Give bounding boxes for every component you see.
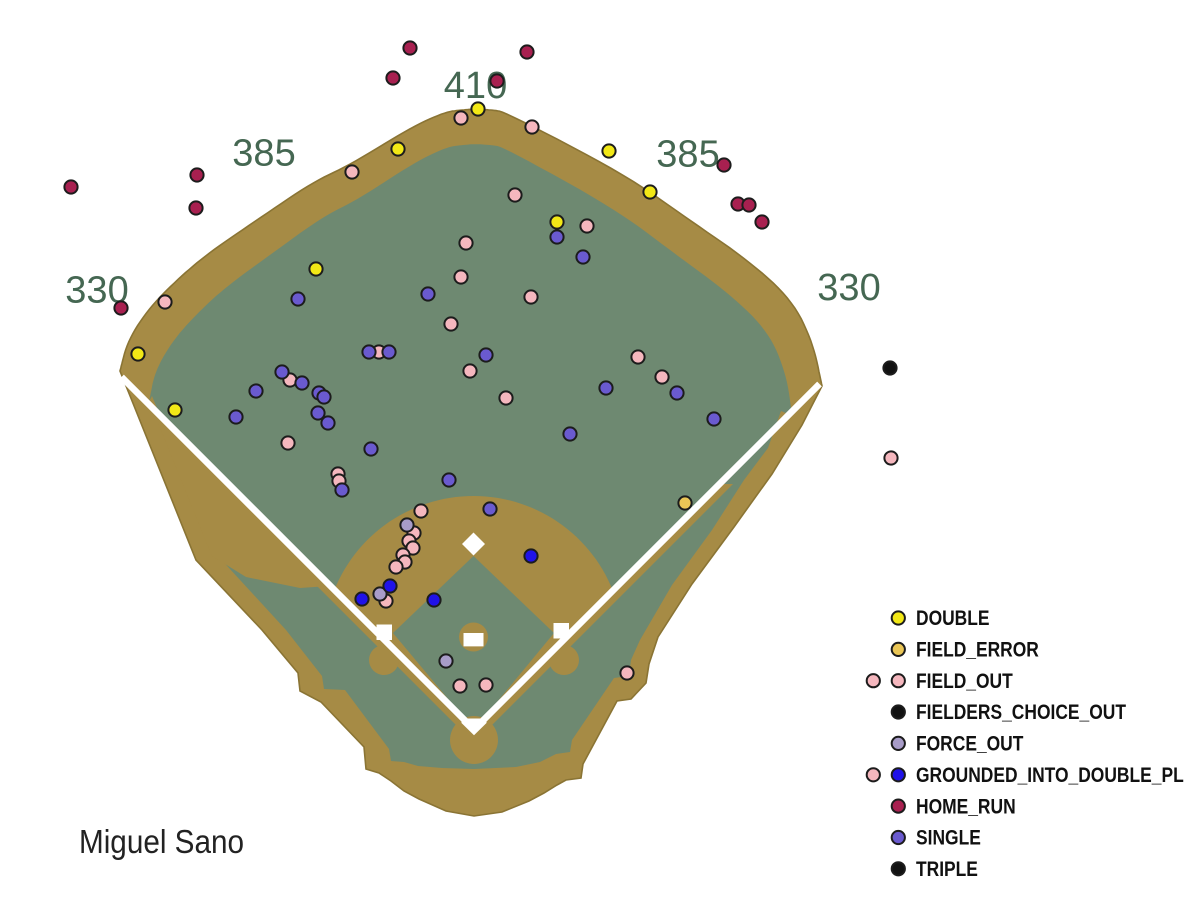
svg-text:HOME_RUN: HOME_RUN bbox=[916, 796, 1016, 819]
svg-text:FIELDERS_CHOICE_OUT: FIELDERS_CHOICE_OUT bbox=[916, 702, 1126, 725]
svg-text:TRIPLE: TRIPLE bbox=[916, 859, 978, 882]
svg-text:DOUBLE: DOUBLE bbox=[916, 608, 990, 631]
svg-text:FORCE_OUT: FORCE_OUT bbox=[916, 733, 1024, 756]
svg-text:Miguel Sano: Miguel Sano bbox=[79, 824, 244, 861]
svg-text:330: 330 bbox=[817, 267, 880, 309]
svg-text:385: 385 bbox=[656, 134, 719, 176]
svg-text:385: 385 bbox=[232, 133, 295, 175]
svg-text:GROUNDED_INTO_DOUBLE_PL: GROUNDED_INTO_DOUBLE_PL bbox=[916, 765, 1184, 788]
svg-text:FIELD_OUT: FIELD_OUT bbox=[916, 670, 1013, 693]
svg-text:SINGLE: SINGLE bbox=[916, 827, 981, 850]
svg-text:FIELD_ERROR: FIELD_ERROR bbox=[916, 639, 1039, 662]
